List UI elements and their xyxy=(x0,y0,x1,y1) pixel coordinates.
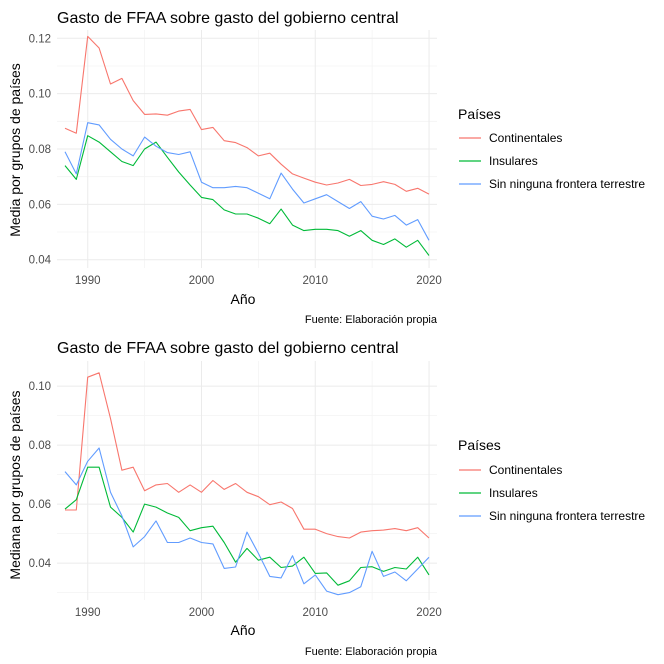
x-tick-label: 2010 xyxy=(302,607,328,619)
series-lines xyxy=(64,35,430,256)
chart-panel-median: Gasto de FFAA sobre gasto del gobierno c… xyxy=(7,340,442,658)
series-line-insulares xyxy=(64,135,430,256)
y-tick-label: 0.10 xyxy=(29,89,51,101)
legend-title: Países xyxy=(458,106,501,122)
y-tick-label: 0.04 xyxy=(29,558,52,570)
series-line-continentales xyxy=(64,35,430,195)
plot-grid xyxy=(57,30,437,268)
caption: Fuente: Elaboración propia xyxy=(305,314,438,326)
caption: Fuente: Elaboración propia xyxy=(305,646,438,658)
y-axis-ticks: 0.04 0.06 0.08 0.10 xyxy=(29,381,52,570)
y-tick-label: 0.06 xyxy=(29,499,51,511)
plot-grid xyxy=(57,361,437,600)
y-axis-ticks: 0.04 0.06 0.08 0.10 0.12 xyxy=(29,33,52,266)
legend-title: Países xyxy=(458,437,501,453)
legend-label-sin-frontera: Sin ninguna frontera terrestre xyxy=(489,509,645,523)
legend: Países Continentales Insulares Sin ningu… xyxy=(458,437,645,523)
x-axis-label: Año xyxy=(231,291,256,307)
y-tick-label: 0.10 xyxy=(29,381,51,393)
x-tick-label: 2020 xyxy=(416,275,442,287)
legend-label-insulares: Insulares xyxy=(489,486,538,500)
x-tick-label: 1990 xyxy=(75,607,101,619)
y-axis-label: Mediana por grupos de países xyxy=(7,390,23,579)
y-tick-label: 0.06 xyxy=(29,199,51,211)
x-tick-label: 2010 xyxy=(302,275,328,287)
series-line-continentales xyxy=(65,372,430,539)
x-axis-ticks: 1990 2000 2010 2020 xyxy=(75,275,442,287)
x-tick-label: 1990 xyxy=(75,275,101,287)
chart-panel-mean: Gasto de FFAA sobre gasto del gobierno c… xyxy=(7,10,442,326)
series-lines xyxy=(64,372,430,596)
legend-label-insulares: Insulares xyxy=(489,154,538,168)
series-line-insulares xyxy=(64,466,430,586)
x-tick-label: 2020 xyxy=(416,607,442,619)
y-tick-label: 0.08 xyxy=(29,440,51,452)
legend-label-continentales: Continentales xyxy=(489,463,562,477)
series-line-sin-ninguna-frontera-terrestre xyxy=(64,447,430,596)
y-tick-label: 0.04 xyxy=(29,255,52,267)
series-line-sin-ninguna-frontera-terrestre xyxy=(64,122,430,241)
x-axis-label: Año xyxy=(231,622,256,638)
legend-label-continentales: Continentales xyxy=(489,131,562,145)
legend: Países Continentales Insulares Sin ningu… xyxy=(458,106,645,191)
y-axis-label: Media por grupos de países xyxy=(7,63,23,237)
y-tick-label: 0.12 xyxy=(29,33,51,45)
chart-title: Gasto de FFAA sobre gasto del gobierno c… xyxy=(57,340,399,357)
y-tick-label: 0.08 xyxy=(29,144,51,156)
x-axis-ticks: 1990 2000 2010 2020 xyxy=(75,607,442,619)
legend-label-sin-frontera: Sin ninguna frontera terrestre xyxy=(489,177,645,191)
x-tick-label: 2000 xyxy=(189,275,215,287)
chart-title: Gasto de FFAA sobre gasto del gobierno c… xyxy=(57,10,399,27)
x-tick-label: 2000 xyxy=(189,607,215,619)
